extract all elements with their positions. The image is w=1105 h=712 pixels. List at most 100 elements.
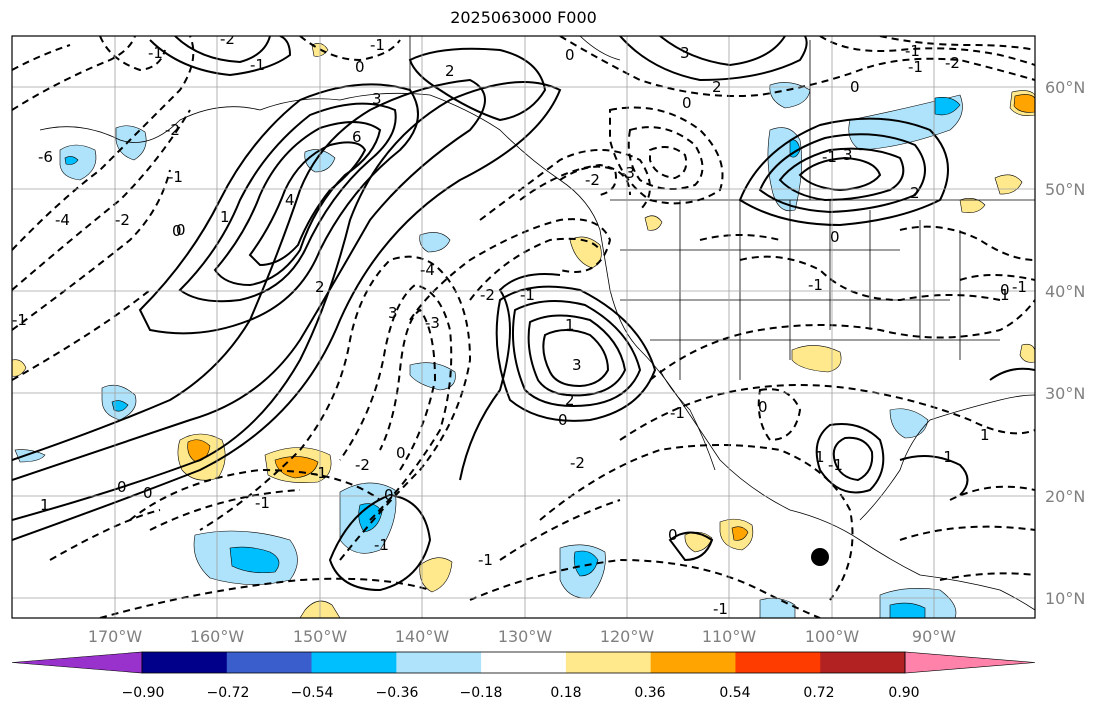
contour-label: 3	[843, 146, 853, 164]
contour-label: 2	[565, 391, 575, 409]
contour-label: -3	[425, 314, 440, 332]
lon-label: 150°W	[293, 627, 348, 646]
pos-patch	[1019, 343, 1035, 363]
lon-label: 90°W	[912, 627, 956, 646]
lat-label: 30°N	[1045, 384, 1085, 403]
contour-positive	[178, 102, 397, 303]
contour-negative	[469, 558, 821, 618]
contour-label: 2	[712, 78, 722, 96]
contour-positive	[778, 147, 905, 202]
lat-label: 50°N	[1045, 180, 1085, 199]
pos-core	[731, 526, 749, 541]
map-frame	[11, 35, 1036, 619]
contour-label: -1	[713, 600, 728, 618]
contour-positive	[899, 455, 969, 496]
colorbar-tick-label: −0.36	[376, 685, 419, 701]
contour-label: 1	[1000, 286, 1010, 304]
pos-patch	[959, 198, 986, 213]
coastline	[579, 36, 621, 61]
neg-core	[573, 550, 599, 577]
lat-label: 40°N	[1045, 282, 1085, 301]
contour-label: 0	[384, 486, 394, 504]
contour-negative	[379, 308, 437, 471]
contour-label: -1	[370, 36, 385, 54]
coastline	[39, 92, 431, 143]
contour-positive	[798, 156, 882, 192]
lat-labels: 60°N 50°N 40°N 30°N 20°N 10°N	[1045, 78, 1085, 608]
contour-positive	[248, 141, 367, 267]
contour-label: -1	[12, 311, 27, 329]
contour-label: -1	[312, 464, 327, 482]
neg-core	[889, 602, 926, 618]
colorbar-tick-label: 0.36	[634, 685, 665, 701]
contour-label: -2	[585, 171, 600, 189]
contour-negative	[49, 509, 161, 561]
contour-label: 3	[372, 90, 382, 108]
contour-positive	[815, 423, 885, 494]
contour-positive	[328, 493, 432, 592]
contour-positive	[511, 300, 642, 407]
contour-negative	[12, 36, 136, 111]
contour-positive	[12, 81, 562, 541]
neg-core	[111, 400, 129, 412]
contour-label: 1	[220, 208, 230, 226]
contour-label: 0	[668, 526, 678, 544]
colorbar	[11, 651, 1036, 674]
contours	[12, 36, 1035, 618]
contour-positive	[459, 273, 561, 481]
contour-label: 0	[758, 398, 768, 416]
contour-negative	[12, 109, 191, 291]
contour-label: 0	[830, 228, 840, 246]
contour-label: -3	[620, 164, 635, 182]
contour-positive	[758, 133, 926, 214]
neg-patch	[889, 408, 929, 439]
contour-negative	[819, 36, 1035, 66]
contour-positive	[408, 47, 547, 122]
lat-label: 60°N	[1045, 78, 1085, 97]
lat-label: 10°N	[1045, 589, 1085, 608]
contour-label: -1	[938, 448, 953, 466]
contour-label: 2	[315, 278, 325, 296]
contour-negative	[479, 149, 651, 221]
contour-positive	[527, 314, 627, 397]
colorbar-frame	[141, 651, 906, 674]
contour-label: -2	[480, 286, 495, 304]
contour-label: -2	[570, 454, 585, 472]
contour-positive	[542, 329, 610, 388]
pos-core	[1013, 94, 1035, 113]
lon-label: 120°W	[600, 627, 655, 646]
contour-label: -1	[828, 456, 843, 474]
storm-marker	[811, 548, 829, 566]
contour-label: -1	[520, 286, 535, 304]
colorbar-extend-high	[904, 651, 1036, 674]
colorbar-tick-label: −0.72	[207, 685, 250, 701]
contour-label: 0	[850, 78, 860, 96]
contour-label: -4	[420, 261, 435, 279]
contour-negative	[499, 499, 621, 561]
colorbar-segment	[820, 652, 906, 673]
contour-label: -1	[670, 404, 685, 422]
contour-negative	[539, 444, 854, 601]
lon-label: 100°W	[805, 627, 860, 646]
contour-positive	[619, 36, 808, 82]
contour-label: 0	[176, 221, 186, 239]
lon-label: 130°W	[498, 627, 553, 646]
contour-positive	[495, 285, 657, 422]
neg-core	[229, 546, 280, 574]
contour-label: -1	[255, 494, 270, 512]
contour-negative	[649, 145, 688, 180]
contour-label: 1	[40, 496, 50, 514]
coastline	[859, 394, 1035, 521]
contour-negative	[879, 36, 1035, 51]
colorbar-segment	[396, 652, 482, 673]
contour-negative	[299, 36, 401, 62]
neg-patch	[59, 144, 97, 181]
colorbar-segment	[226, 652, 313, 673]
contour-label: 3	[388, 304, 398, 322]
contour-label: 0	[682, 94, 692, 112]
contour-label: -1	[148, 44, 163, 62]
contour-label: 3	[680, 44, 690, 62]
colorbar-tick-label: −0.90	[122, 685, 165, 701]
neg-core	[64, 156, 79, 165]
contour-label: 0	[143, 484, 153, 502]
